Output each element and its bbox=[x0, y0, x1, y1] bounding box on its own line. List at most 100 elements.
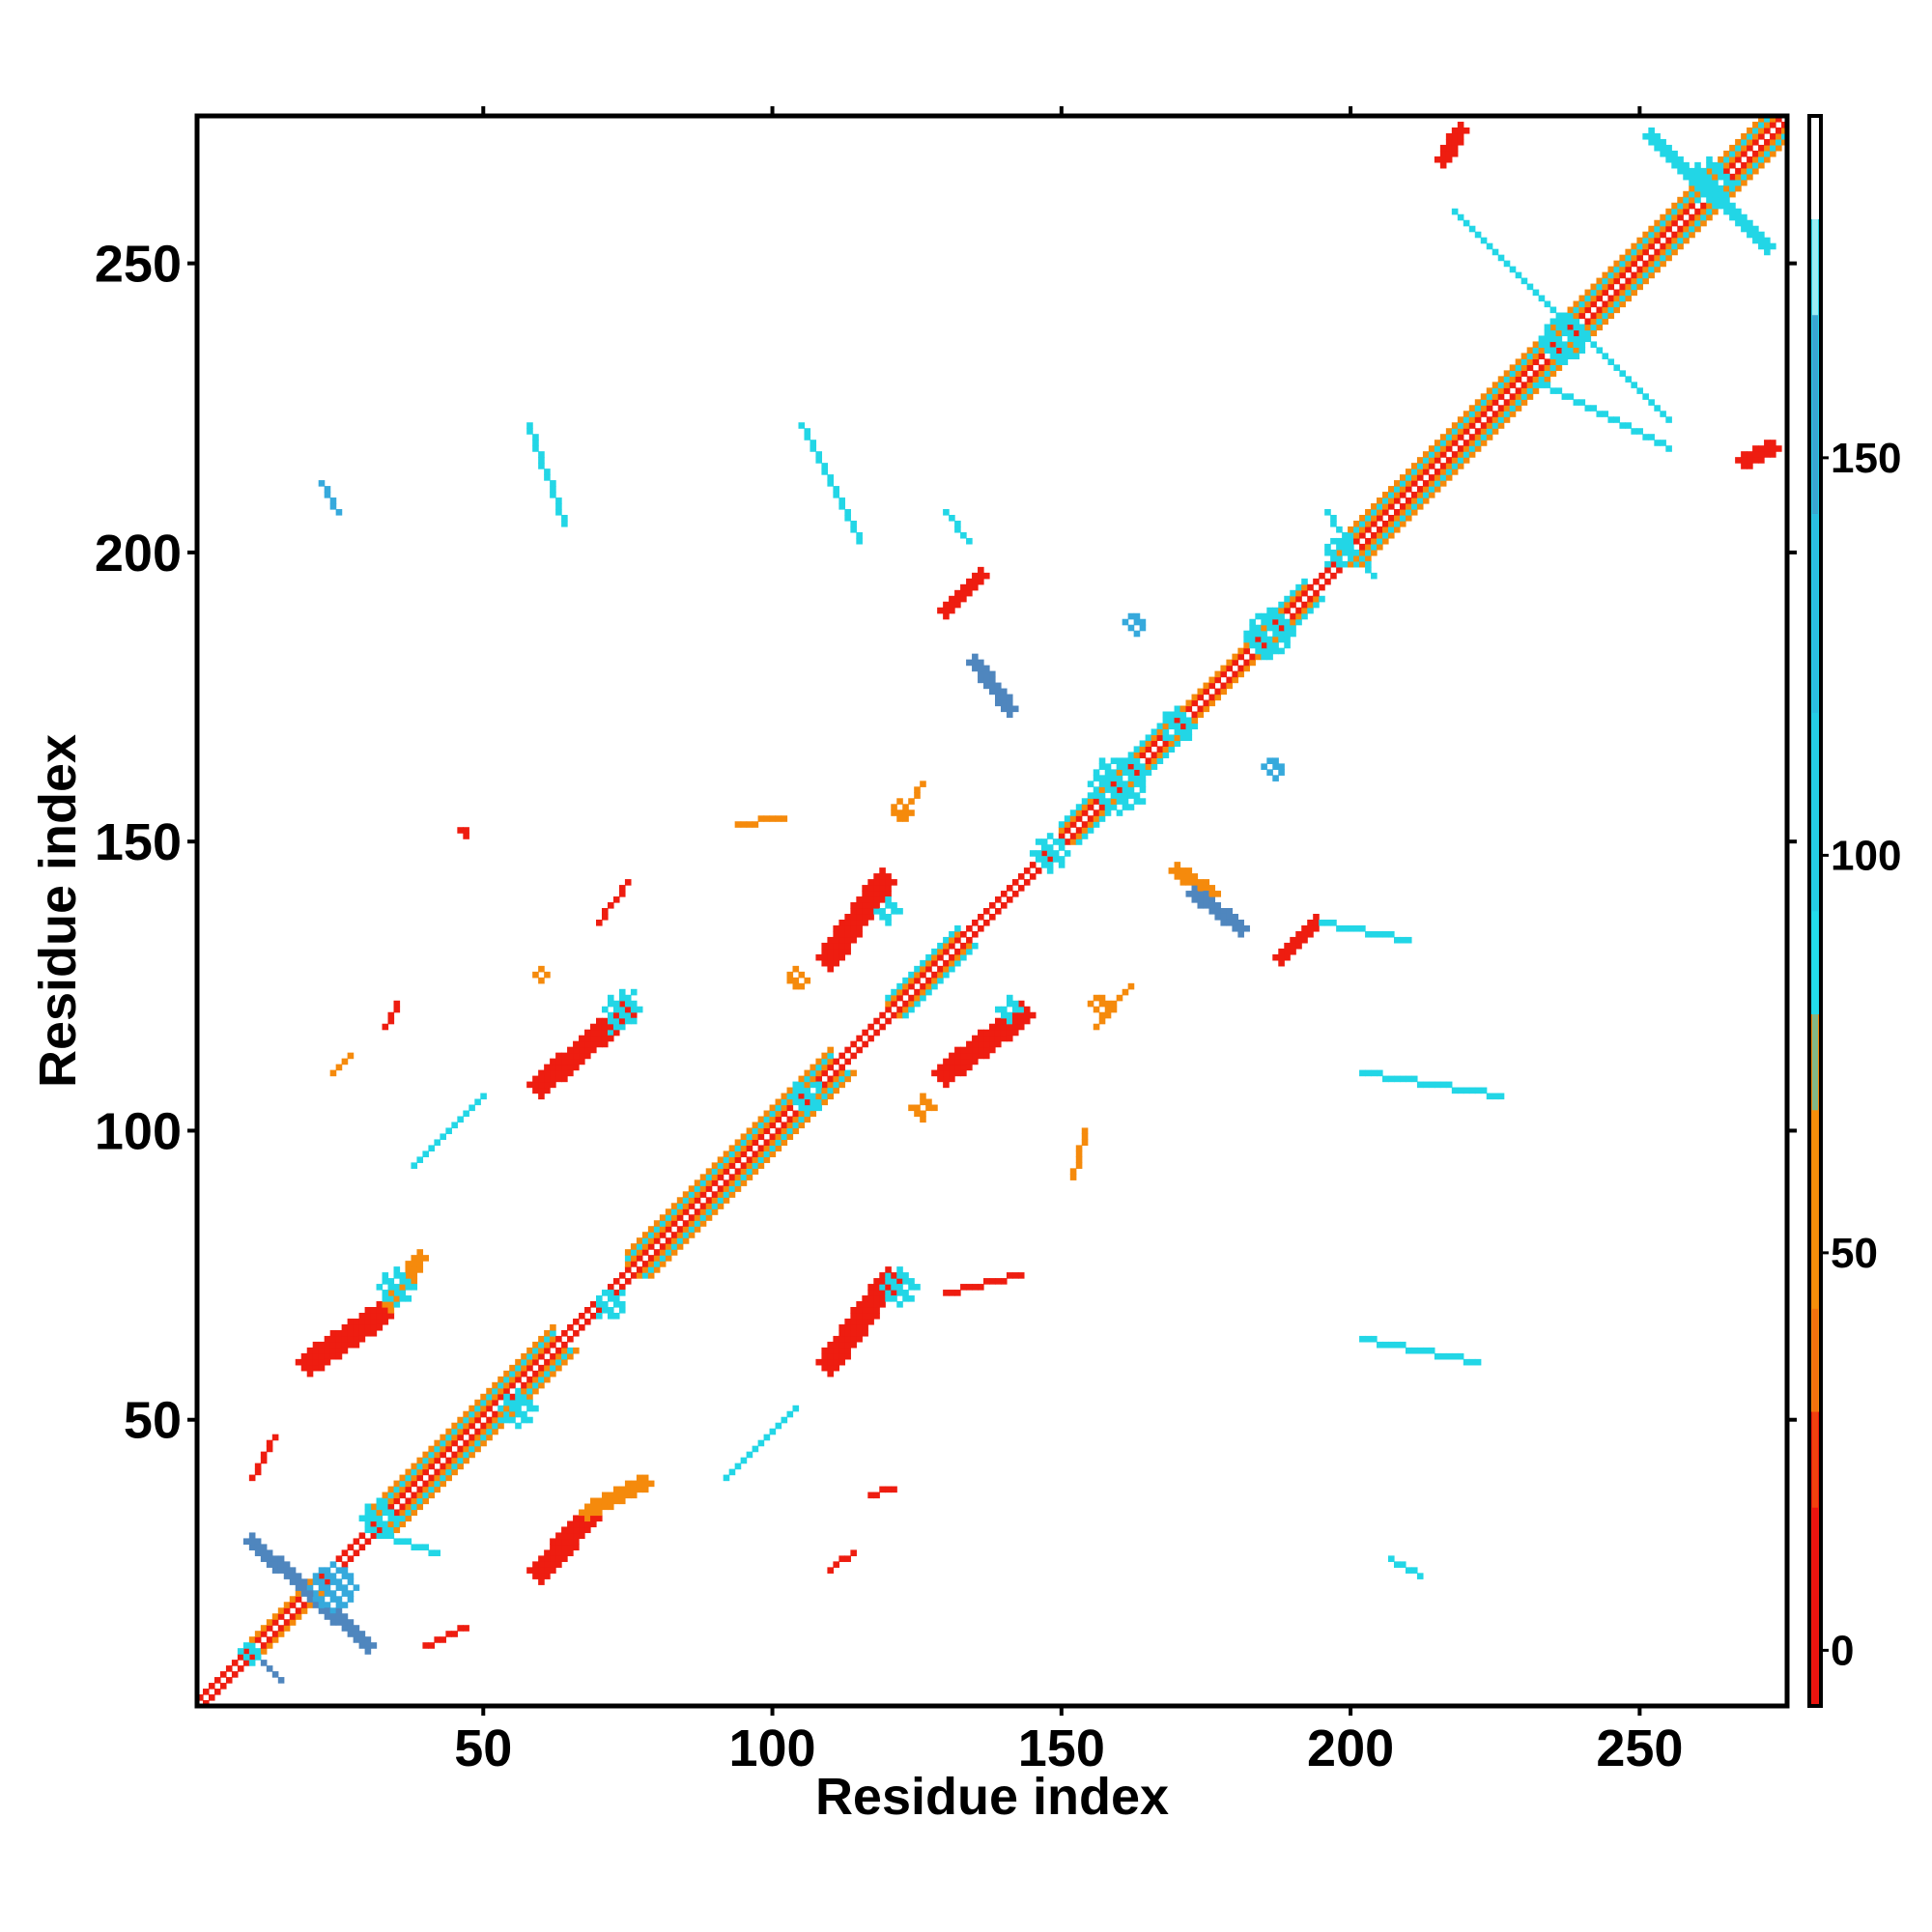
heatmap-cell bbox=[596, 1040, 603, 1048]
heatmap-cell bbox=[590, 1312, 597, 1320]
heatmap-cell bbox=[1538, 341, 1546, 349]
heatmap-cell bbox=[1399, 1075, 1406, 1083]
heatmap-cell bbox=[636, 1272, 643, 1279]
heatmap-cell bbox=[1162, 711, 1170, 719]
heatmap-cell bbox=[896, 1301, 903, 1308]
heatmap-cell bbox=[612, 1029, 620, 1037]
heatmap-cell bbox=[827, 1058, 834, 1065]
heatmap-cell bbox=[538, 1093, 545, 1100]
heatmap-cell bbox=[1480, 237, 1488, 244]
heatmap-cell bbox=[1544, 341, 1551, 349]
heatmap-cell bbox=[428, 1492, 436, 1499]
heatmap-cell bbox=[1677, 202, 1684, 210]
heatmap-cell bbox=[937, 1075, 944, 1083]
heatmap-cell bbox=[1625, 283, 1632, 291]
heatmap-cell bbox=[1642, 248, 1649, 256]
heatmap-cell bbox=[584, 1318, 591, 1325]
heatmap-cell bbox=[1133, 746, 1141, 753]
heatmap-cell bbox=[1671, 242, 1678, 250]
heatmap-cell bbox=[1058, 838, 1065, 845]
heatmap-cell bbox=[555, 1561, 562, 1568]
heatmap-cell bbox=[1747, 225, 1753, 233]
heatmap-cell bbox=[740, 1174, 748, 1180]
heatmap-cell bbox=[1278, 763, 1285, 770]
heatmap-cell bbox=[1058, 821, 1065, 828]
heatmap-cell bbox=[1226, 682, 1233, 690]
heatmap-cell bbox=[665, 1220, 672, 1227]
heatmap-cell bbox=[1428, 457, 1435, 464]
heatmap-cell bbox=[670, 1203, 678, 1209]
heatmap-cell bbox=[1729, 190, 1736, 198]
heatmap-cell bbox=[1689, 225, 1695, 233]
heatmap-cell bbox=[879, 885, 886, 892]
heatmap-cell bbox=[1549, 370, 1557, 377]
heatmap-cell bbox=[1301, 601, 1308, 609]
heatmap-cell bbox=[1000, 891, 1008, 897]
heatmap-cell bbox=[428, 1474, 436, 1482]
heatmap-cell bbox=[1365, 526, 1372, 533]
heatmap-cell bbox=[1388, 531, 1395, 539]
heatmap-cell bbox=[838, 503, 845, 510]
heatmap-cell bbox=[1371, 531, 1378, 539]
heatmap-cell bbox=[370, 1532, 378, 1540]
heatmap-cell bbox=[347, 1544, 355, 1550]
heatmap-cell bbox=[891, 908, 897, 915]
heatmap-cell bbox=[891, 1486, 897, 1493]
heatmap-cell bbox=[1104, 804, 1112, 810]
heatmap-cell bbox=[1700, 208, 1707, 215]
heatmap-cell bbox=[1093, 798, 1100, 805]
heatmap-cell bbox=[1139, 781, 1147, 787]
heatmap-cell bbox=[1642, 266, 1649, 273]
heatmap-cell bbox=[1654, 405, 1661, 412]
heatmap-cell bbox=[405, 1480, 412, 1488]
heatmap-cell bbox=[833, 1075, 839, 1083]
heatmap-cell bbox=[827, 1364, 834, 1372]
heatmap-cell bbox=[972, 653, 979, 661]
heatmap-cell bbox=[509, 1410, 516, 1418]
heatmap-cell bbox=[1723, 202, 1730, 210]
heatmap-cell bbox=[399, 1492, 407, 1499]
heatmap-cell bbox=[532, 1381, 539, 1389]
heatmap-cell bbox=[1208, 682, 1216, 690]
heatmap-cell bbox=[544, 1561, 551, 1568]
heatmap-cell bbox=[1116, 786, 1123, 793]
heatmap-cell bbox=[544, 1567, 551, 1574]
heatmap-cell bbox=[769, 1151, 777, 1157]
heatmap-cell bbox=[382, 1526, 389, 1534]
heatmap-cell bbox=[682, 1191, 690, 1198]
heatmap-cell bbox=[382, 1290, 389, 1296]
heatmap-cell bbox=[1220, 919, 1228, 926]
heatmap-cell bbox=[480, 1428, 487, 1435]
heatmap-cell bbox=[908, 1284, 915, 1291]
heatmap-cell bbox=[1249, 630, 1256, 638]
heatmap-cell bbox=[1648, 138, 1655, 146]
heatmap-cell bbox=[1272, 630, 1279, 638]
heatmap-cell bbox=[1011, 1029, 1019, 1037]
heatmap-cell bbox=[1747, 231, 1753, 239]
heatmap-cell bbox=[584, 1307, 591, 1314]
heatmap-cell bbox=[838, 497, 845, 504]
heatmap-cell bbox=[225, 1665, 233, 1672]
heatmap-cell bbox=[815, 1081, 823, 1089]
heatmap-cell bbox=[561, 1075, 568, 1083]
heatmap-cell bbox=[757, 815, 765, 822]
heatmap-cell bbox=[624, 1266, 632, 1273]
heatmap-cell bbox=[1139, 752, 1147, 758]
heatmap-cell bbox=[717, 1185, 724, 1192]
heatmap-cell bbox=[1665, 150, 1672, 157]
heatmap-cell bbox=[978, 1040, 984, 1048]
heatmap-cell bbox=[538, 1075, 545, 1083]
heatmap-cell bbox=[596, 919, 603, 926]
heatmap-cell bbox=[850, 1329, 857, 1337]
heatmap-cell bbox=[521, 1399, 527, 1406]
heatmap-cell bbox=[1399, 486, 1406, 493]
heatmap-cell bbox=[1353, 554, 1360, 562]
heatmap-cell bbox=[1023, 1006, 1031, 1013]
heatmap-cell bbox=[1313, 913, 1320, 921]
heatmap-cell bbox=[983, 676, 990, 684]
heatmap-cell bbox=[1660, 219, 1666, 227]
heatmap-cell bbox=[329, 1578, 337, 1585]
heatmap-cell bbox=[641, 1272, 649, 1279]
heatmap-cell bbox=[925, 977, 932, 984]
heatmap-cell bbox=[358, 1323, 366, 1331]
